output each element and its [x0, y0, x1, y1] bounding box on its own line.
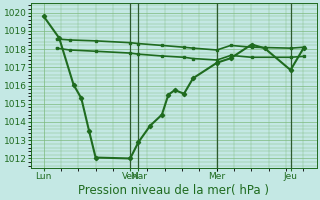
X-axis label: Pression niveau de la mer( hPa ): Pression niveau de la mer( hPa ): [78, 184, 269, 197]
